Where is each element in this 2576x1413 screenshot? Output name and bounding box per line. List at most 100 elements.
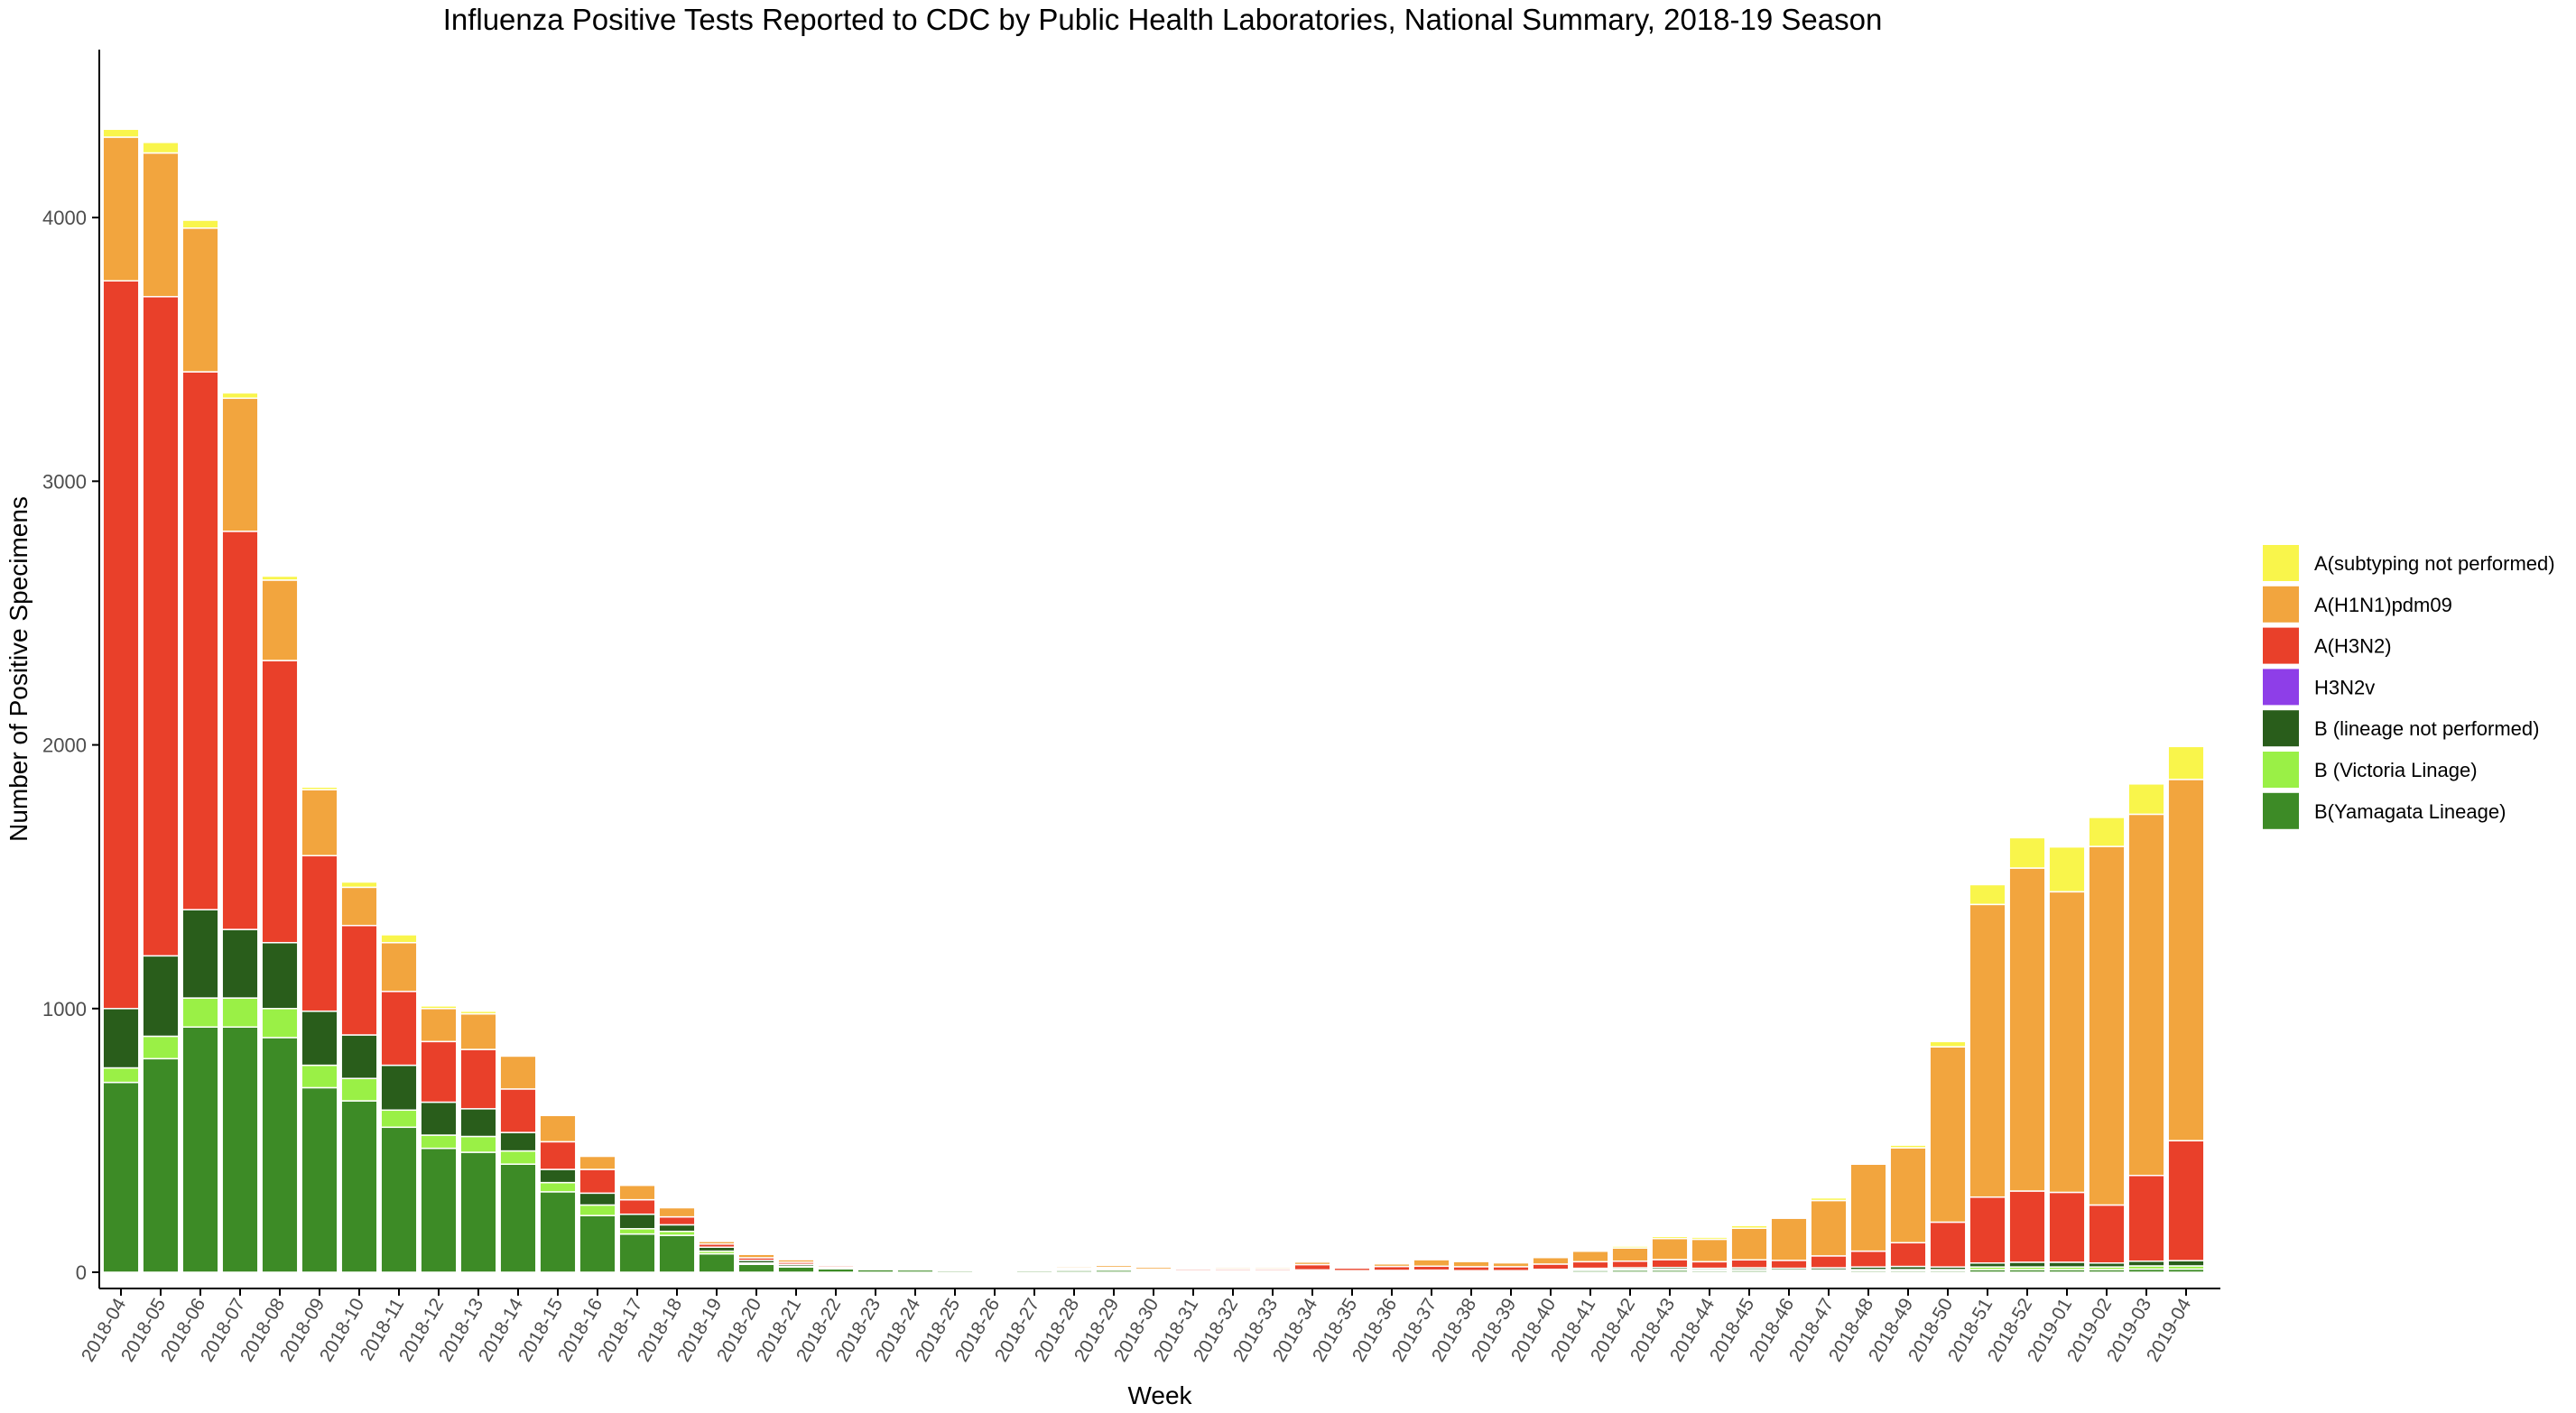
bar-segment [1969,903,2006,1198]
bar-segment [380,991,418,1067]
bar-segment [1730,1227,1768,1261]
y-tick-label: 3000 [42,470,87,493]
bar-segment [102,280,140,1010]
bar-segment [420,1008,458,1043]
bar-segment [1174,1266,1212,1269]
bar-segment [459,1151,497,1273]
bar-segment [1055,1265,1093,1268]
legend-label: B (Victoria Linage) [2314,759,2478,781]
bar-segment [1810,1199,1848,1257]
legend-swatch [2261,584,2301,624]
bar-segment [1929,1040,1967,1048]
bar-segment [380,1126,418,1273]
bar-segment [340,1077,378,1102]
bar-segment [1611,1247,1649,1262]
bar-segment [579,1154,616,1158]
bar-segment [142,152,180,298]
bar-segment [380,934,418,944]
bar-segment [459,1010,497,1015]
bar-segment [579,1204,616,1216]
bar-segment [420,1101,458,1136]
bar-segment [1571,1249,1609,1252]
bar-segment [380,941,418,993]
bar-segment [579,1192,616,1206]
bar-segment [2008,1261,2046,1268]
legend-label: A(H3N2) [2314,635,2392,658]
bar-segment [142,1057,180,1273]
bar-segment [658,1205,696,1209]
bar-segment [1889,1144,1927,1149]
bar-segment [698,1252,736,1273]
bar-segment [1611,1245,1649,1249]
bar-segment [499,1054,537,1057]
bar-segment [658,1206,696,1218]
bar-segment [618,1213,656,1230]
bar-segment [539,1181,577,1193]
bar-segment [539,1113,577,1116]
legend-swatch [2261,790,2301,831]
bar-segment [1651,1235,1689,1240]
y-tick-label: 1000 [42,998,87,1020]
bar-segment [102,1067,140,1084]
bar-segment [261,1037,299,1273]
bar-segment [579,1214,616,1273]
bar-segment [301,786,338,790]
bar-segment [1571,1250,1609,1263]
bar-segment [2008,1190,2046,1263]
bar-segment [2008,836,2046,869]
bar-segment [1571,1261,1609,1270]
bar-segment [2048,891,2086,1194]
bar-segment [420,1040,458,1104]
axes-layer [98,50,2220,1289]
bar-segment [579,1168,616,1195]
bar-segment [301,1010,338,1067]
bar-segment [777,1258,815,1261]
bar-segment [1373,1262,1411,1265]
bar-segment [658,1234,696,1273]
bar-segment [102,136,140,282]
bar-segment [1770,1217,1808,1261]
bar-segment [221,1026,259,1273]
y-ticks: 0 1000 2000 3000 4000 [42,207,99,1284]
bar-segment [499,1163,537,1273]
bar-segment [737,1263,775,1273]
bar-segment [499,1055,537,1090]
bar-segment [340,1034,378,1079]
bar-segment [1135,1265,1172,1268]
bar-segment [1015,1265,1053,1268]
bar-segment [261,941,299,1010]
bar-segment [221,531,259,930]
x-ticks: 2018-042018-052018-062018-072018-082018-… [78,1288,2195,1365]
bar-segment [459,1012,497,1050]
bar-segment [459,1048,497,1110]
bar-segment [2048,845,2086,893]
y-axis-title: Number of Positive Specimens [5,496,32,842]
bar-segment [1849,1250,1887,1268]
bar-segment [2048,1191,2086,1263]
bar-segment [301,854,338,1012]
bar-segment [1969,883,2006,906]
bar-segment [1810,1255,1848,1269]
bar-segment [1095,1264,1133,1267]
bar-segment [420,1134,458,1150]
x-axis-title: Week [1127,1381,1192,1409]
bar-segment [1333,1265,1371,1268]
bar-segment [658,1224,696,1233]
bar-segment [1214,1266,1252,1269]
bar-segment [1293,1260,1331,1263]
bar-segment [301,789,338,857]
bar-segment [221,928,259,999]
bar-segment [539,1114,577,1143]
bar-segment [539,1168,577,1184]
bar-segment [420,1005,458,1010]
bar-segment [737,1252,775,1255]
bar-segment [181,909,219,999]
legend-label: B (lineage not performed) [2314,717,2539,740]
bar-segment [2167,745,2205,780]
bar-segment [1889,1242,1927,1268]
bar-segment [301,1064,338,1089]
legend-label: H3N2v [2314,676,2375,698]
bar-segment [896,1265,934,1268]
bar-segment [2088,817,2126,847]
bar-segment [1889,1147,1927,1244]
